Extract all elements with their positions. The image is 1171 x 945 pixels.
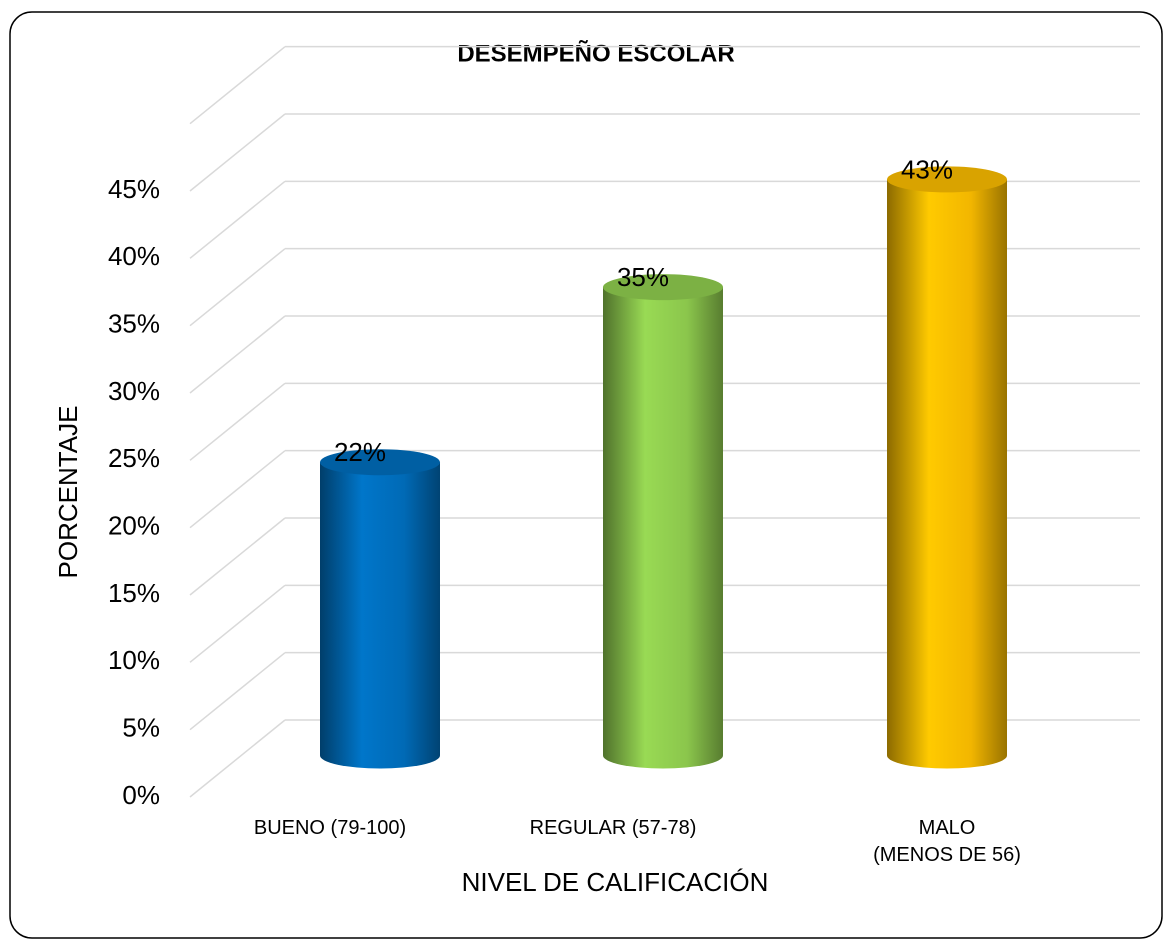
grid-line: [189, 652, 286, 731]
grid-line: [189, 719, 286, 798]
y-tick-label: 0%: [122, 780, 160, 810]
grid-line: [189, 382, 286, 461]
y-tick-label: 15%: [108, 578, 160, 608]
grid-line: [189, 315, 286, 394]
bar: [603, 287, 723, 756]
grid-line: [189, 248, 286, 327]
grid-line: [189, 180, 286, 259]
y-axis-title: PORCENTAJE: [53, 406, 83, 579]
data-label: 35%: [617, 262, 669, 292]
chart-title: DESEMPEÑO ESCOLAR: [457, 39, 734, 67]
grid-line: [189, 113, 286, 192]
y-tick-label: 25%: [108, 443, 160, 473]
chart-frame: [9, 11, 1163, 939]
data-label: 43%: [901, 154, 953, 184]
data-label: 22%: [334, 437, 386, 467]
y-tick-label: 20%: [108, 511, 160, 541]
y-tick-label: 30%: [108, 376, 160, 406]
y-tick-label: 40%: [108, 241, 160, 271]
bar: [887, 179, 1007, 756]
x-tick-label: MALO (MENOS DE 56): [873, 817, 1021, 866]
bar-top: [603, 274, 723, 301]
wall-edge: [189, 46, 286, 125]
bar-top: [887, 166, 1007, 193]
y-tick-label: 35%: [108, 309, 160, 339]
y-tick-label: 5%: [122, 713, 160, 743]
grid-line: [189, 450, 286, 529]
grid-line: [189, 517, 286, 596]
bar: [320, 462, 440, 756]
bar-top: [320, 449, 440, 476]
grid-line: [189, 584, 286, 663]
y-tick-label: 45%: [108, 174, 160, 204]
x-tick-label: REGULAR (57-78): [530, 817, 697, 839]
x-tick-label: BUENO (79-100): [254, 817, 406, 839]
x-axis-title: NIVEL DE CALIFICACIÓN: [462, 867, 769, 897]
y-tick-label: 10%: [108, 645, 160, 675]
